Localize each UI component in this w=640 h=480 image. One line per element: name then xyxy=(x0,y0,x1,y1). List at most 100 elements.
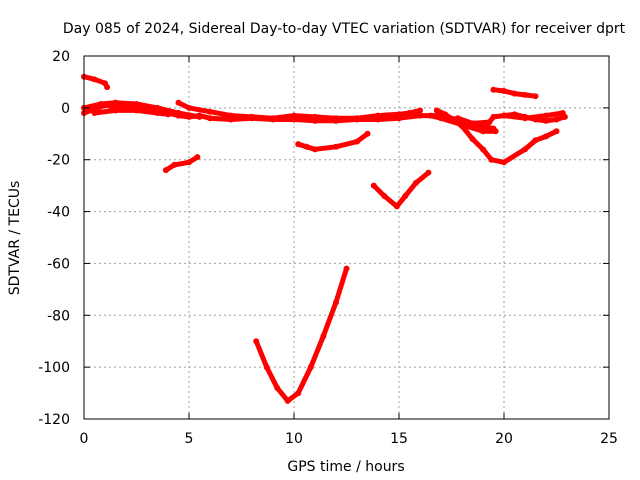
data-point xyxy=(291,112,297,119)
data-point xyxy=(207,108,213,115)
data-point xyxy=(442,111,449,118)
x-tick-label: 25 xyxy=(600,431,618,447)
data-point xyxy=(312,146,318,153)
y-tick-label: 0 xyxy=(61,101,70,117)
data-point xyxy=(263,364,270,371)
data-point xyxy=(249,113,255,120)
x-tick-label: 15 xyxy=(390,431,408,447)
data-point xyxy=(354,138,360,145)
data-point xyxy=(532,93,539,100)
data-point xyxy=(492,128,499,135)
plot-frame xyxy=(83,55,610,420)
data-point xyxy=(274,384,281,391)
x-axis-label: GPS time / hours xyxy=(287,459,404,475)
y-tick-label: -40 xyxy=(47,205,70,221)
data-point xyxy=(320,333,327,340)
y-tick-label: -100 xyxy=(38,360,70,376)
data-point xyxy=(91,76,98,83)
data-point xyxy=(425,169,432,176)
data-point xyxy=(543,133,549,140)
data-point xyxy=(295,390,302,397)
data-point xyxy=(175,99,182,106)
data-point xyxy=(454,115,461,122)
series-track-s14 xyxy=(501,110,566,121)
data-point xyxy=(112,107,119,114)
data-point xyxy=(553,128,560,135)
data-point xyxy=(91,110,98,117)
data-point xyxy=(469,135,476,142)
data-point xyxy=(480,146,486,153)
data-point xyxy=(154,110,161,117)
data-point xyxy=(312,113,318,120)
x-tick-label: 20 xyxy=(495,431,513,447)
data-point xyxy=(488,156,495,163)
y-tick-label: 20 xyxy=(52,49,70,65)
data-point xyxy=(295,141,302,148)
data-point xyxy=(501,159,507,166)
axis-layer: 0 5 10 15 20 25 20 0 -20 -40 -60 -80 -100 -120 xyxy=(38,49,618,447)
data-point xyxy=(333,299,339,306)
data-point xyxy=(364,130,371,137)
data-point xyxy=(175,110,182,117)
data-point xyxy=(171,161,178,168)
series-track-s4 xyxy=(176,100,423,121)
chart-title: Day 085 of 2024, Sidereal Day-to-day VTE… xyxy=(63,21,626,37)
data-point xyxy=(97,100,104,107)
data-point xyxy=(438,115,444,122)
data-point xyxy=(354,115,360,122)
data-point xyxy=(186,159,192,166)
data-point xyxy=(165,111,171,118)
y-tick-label: -120 xyxy=(38,412,70,428)
data-point xyxy=(486,119,493,126)
data-point xyxy=(112,99,119,106)
x-tick-label: 5 xyxy=(185,431,194,447)
data-point xyxy=(511,90,518,97)
data-point xyxy=(228,112,234,119)
data-point xyxy=(253,338,260,345)
data-point xyxy=(417,112,423,119)
data-point xyxy=(194,154,201,161)
data-point xyxy=(270,115,276,122)
data-point xyxy=(501,88,507,95)
data-point xyxy=(501,112,507,119)
data-point xyxy=(522,91,528,98)
data-point xyxy=(370,182,377,189)
data-point xyxy=(522,146,528,153)
data-point xyxy=(396,111,402,118)
data-point xyxy=(559,110,566,117)
data-point xyxy=(303,143,310,150)
x-tick-label: 0 xyxy=(80,431,89,447)
data-point xyxy=(412,180,419,187)
data-point xyxy=(196,113,203,120)
data-point xyxy=(393,203,400,210)
data-point xyxy=(133,107,140,114)
data-point xyxy=(427,112,434,119)
data-point xyxy=(381,193,388,200)
series-track-s6 xyxy=(163,154,200,173)
data-point xyxy=(343,265,350,272)
data-point xyxy=(490,86,497,93)
data-point xyxy=(522,115,528,122)
data-point xyxy=(375,112,381,119)
data-point xyxy=(154,104,161,111)
data-point xyxy=(417,107,423,114)
data-point xyxy=(162,167,169,174)
data-point xyxy=(553,116,560,123)
data-point xyxy=(490,113,497,120)
data-point xyxy=(480,128,486,135)
data-point xyxy=(307,364,314,371)
data-point xyxy=(333,143,339,150)
data-point xyxy=(543,117,549,124)
data-point xyxy=(284,397,291,404)
x-tick-label: 10 xyxy=(285,431,303,447)
data-point xyxy=(543,112,549,119)
y-tick-label: -60 xyxy=(47,256,70,272)
data-point xyxy=(532,137,539,144)
data-point xyxy=(104,84,111,91)
data-point xyxy=(406,110,413,117)
y-tick-label: -80 xyxy=(47,308,70,324)
data-point xyxy=(186,104,192,111)
series-layer xyxy=(81,73,568,404)
